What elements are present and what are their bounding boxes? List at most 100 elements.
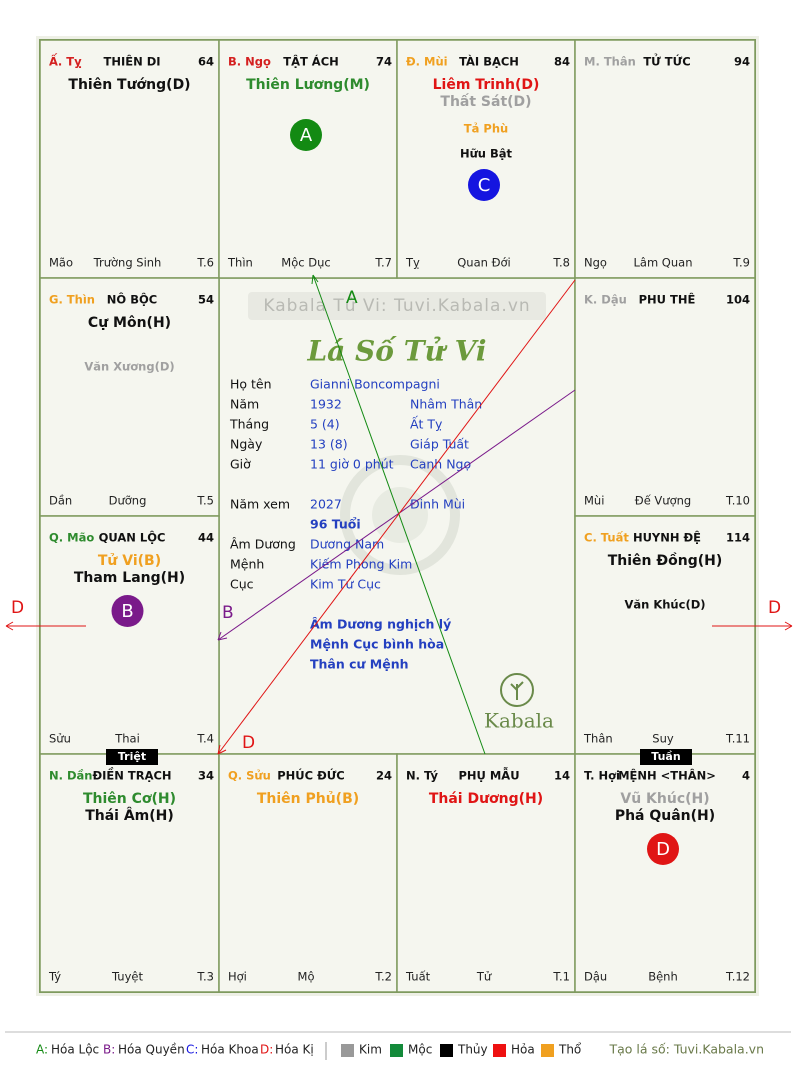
palace-name: TỬ TỨC [643,53,690,69]
palace-name: TÀI BẠCH [459,54,519,69]
legend: A: Hóa Lộc B: Hóa Quyền C: Hóa Khoa D: Hóa Kị Ki… [36,1043,582,1057]
marker [290,119,322,151]
palace-footer: Sửu [49,732,71,746]
line-label-d-left: D [11,598,24,618]
palace [218,39,398,279]
main-star: Liêm Trinh(D) [433,77,540,93]
palace-name: PHU THÊ [639,292,696,307]
info-value: 11 giờ 0 phút [310,457,394,472]
line-b [217,389,576,641]
palace-footer: Tuất [405,970,431,984]
arrow-d-left [5,621,14,631]
palace-number: 4 [742,769,750,783]
palace-footer: Đế Vượng [635,494,691,508]
info-value: 13 (8) [310,437,348,452]
credit: Tạo lá số: Tuvi.Kabala.vn [608,1042,764,1057]
palace-number: 74 [376,55,392,69]
palace-footer: Tỵ [405,256,420,270]
palace-name: MỆNH <THÂN> [618,768,716,783]
info-value: 1932 [310,397,342,412]
main-star: Thiên Phủ(B) [257,791,359,807]
element-text: Mộc [408,1043,432,1057]
info-label: Họ tên [230,377,272,392]
main-star: Thái Âm(H) [85,807,174,824]
palace-label: Q. Sửu [228,769,271,783]
palace-number: 44 [198,531,214,545]
palace [574,753,756,993]
palace-number: 104 [726,293,750,307]
palace-footer: T.10 [725,494,750,508]
palace-label: N. Dần [49,769,93,783]
palace-label: Q. Mão [49,531,94,545]
marker-text: D [656,839,670,860]
info-value: 5 (4) [310,417,340,432]
main-star: Thiên Tướng(D) [68,77,190,93]
palace-footer: Lâm Quan [634,256,693,270]
line-label-d: D [242,733,255,753]
palace-footer: Dậu [584,970,607,984]
minor-star: Tả Phù [464,122,508,136]
palace-footer: Mùi [584,494,604,508]
palace-label: B. Ngọ [228,55,271,69]
info-value: 2027 [310,497,342,512]
info-label: Năm [230,397,259,412]
line-label-a: A [346,288,358,308]
palace-name: PHÚC ĐỨC [277,768,345,783]
element-swatch [493,1044,506,1057]
legend-text: Hóa Quyền [118,1043,185,1057]
palace-footer: Mão [49,256,73,270]
minor-star: Hữu Bật [460,147,513,161]
info-label: Cục [230,577,254,592]
palace-number: 34 [198,769,214,783]
legend-key: B: [103,1043,115,1057]
title: Lá Số Tử Vi [306,335,486,368]
tuan-bg [640,749,692,765]
marker-text: B [121,601,133,622]
marker [647,833,679,865]
palace-footer: Mộ [298,970,315,984]
palace-number: 64 [198,55,214,69]
palace-label: C. Tuất [584,531,629,545]
watermark: Kabala Tử Vi: Tuvi.Kabala.vn [263,296,530,316]
triet: Triệt [118,750,146,763]
center-emblem-core [372,487,428,543]
palace-footer: Tử [476,970,492,984]
arrow-b [217,631,228,641]
palace-footer: Suy [652,732,674,746]
palace-footer: T.11 [725,732,750,746]
info-extra: Giáp Tuất [410,437,469,452]
palace [39,277,220,517]
info-value: Gianni Boncompagni [310,377,440,392]
center-emblem [340,455,460,575]
palace-footer: T.8 [552,256,570,270]
info-label: Năm xem [230,497,290,512]
palace-label: Đ. Mùi [406,55,448,69]
tuan: Tuần [651,750,680,763]
palace-footer: T.4 [196,732,214,746]
logo-mark [500,673,534,707]
info-value: 96 Tuổi [310,517,361,532]
legend-text: Hóa Khoa [201,1043,259,1057]
marker [468,169,500,201]
note: Mệnh Cục bình hòa [310,637,444,652]
info-value: Dương Nam [310,537,384,552]
element-text: Thủy [457,1043,488,1057]
palace-label: Ấ. Tỵ [49,52,82,69]
minor-star: Văn Khúc(D) [624,598,705,612]
legend-text: Hóa Lộc [51,1043,99,1057]
info: Họ tên Gianni Boncompagni Năm 1932 Nhâm Thân… [229,377,482,672]
note: Thân cư Mệnh [310,657,409,672]
main-star: Thiên Đồng(H) [608,552,723,569]
palace-footer: Trường Sinh [93,256,162,270]
element-swatch [341,1044,354,1057]
main-star: Tham Lang(H) [74,570,185,586]
palace-footer: Tý [48,970,61,984]
note: Âm Dương nghịch lý [310,617,451,632]
palace-footer: Tuyệt [111,970,143,984]
palace-name: ĐIỀN TRẠCH [92,766,171,783]
main-star: Thất Sát(D) [440,93,531,110]
legend-key: A: [36,1043,48,1057]
palace-footer: Thân [583,732,613,746]
palace-name: THIÊN DI [103,54,160,69]
